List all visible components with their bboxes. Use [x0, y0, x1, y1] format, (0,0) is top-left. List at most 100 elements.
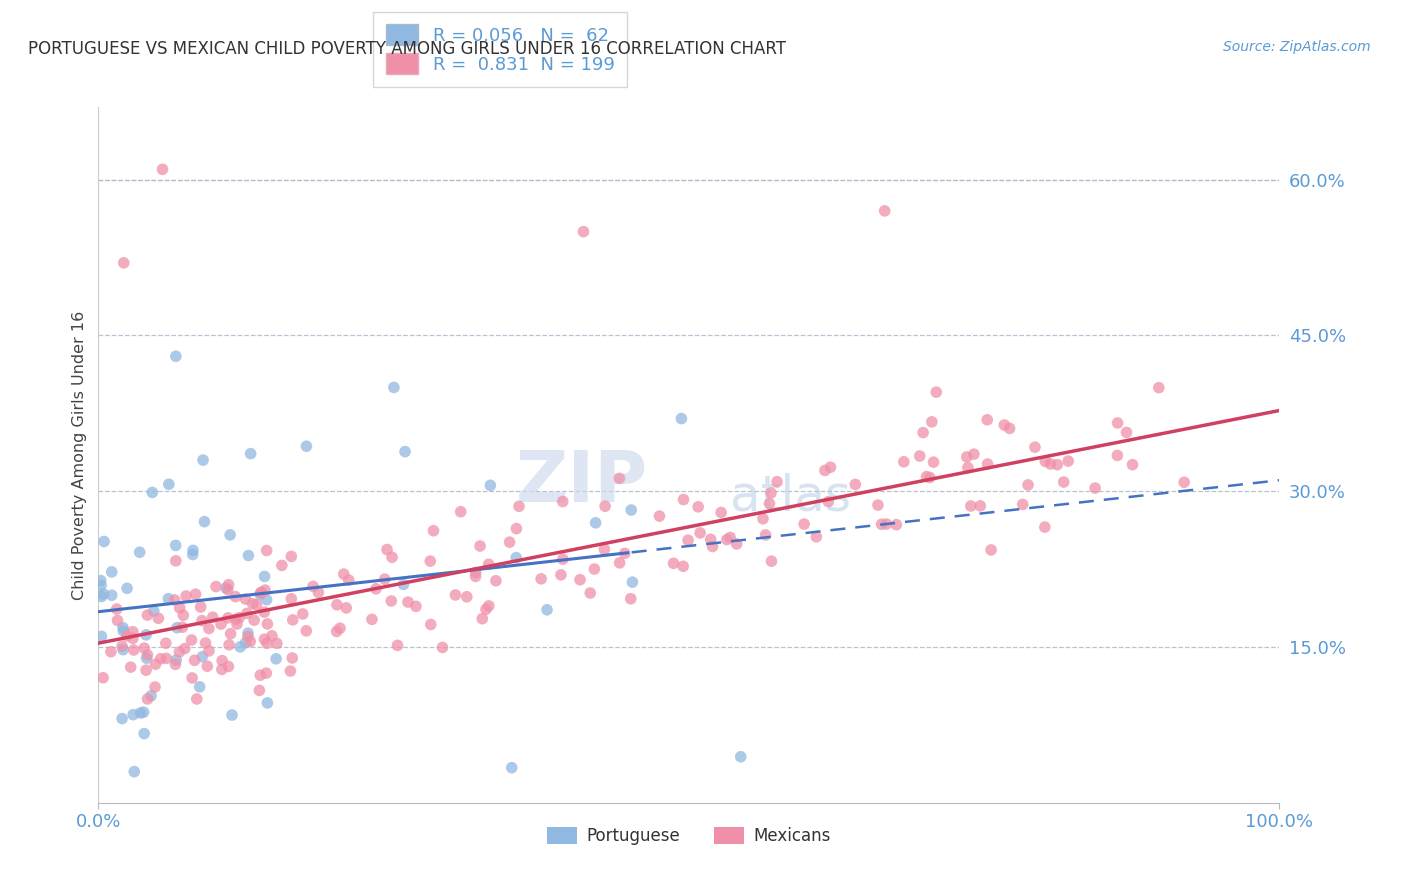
Point	[337, 573, 360, 587]
Point	[100, 645, 122, 659]
Point	[111, 621, 134, 635]
Point	[1039, 457, 1062, 471]
Point	[134, 726, 156, 740]
Point	[115, 629, 138, 643]
Point	[256, 543, 278, 558]
Point	[136, 648, 159, 662]
Point	[166, 621, 188, 635]
Point	[100, 588, 122, 602]
Point	[141, 485, 163, 500]
Point	[111, 712, 134, 726]
Point	[699, 533, 721, 547]
Point	[243, 613, 266, 627]
Point	[281, 651, 304, 665]
Point	[1033, 454, 1056, 468]
Point	[191, 649, 214, 664]
Point	[915, 469, 938, 483]
Point	[254, 583, 277, 598]
Point	[190, 599, 212, 614]
Point	[432, 640, 454, 655]
Point	[270, 558, 292, 573]
Point	[551, 494, 574, 508]
Point	[468, 539, 491, 553]
Point	[217, 659, 239, 673]
Point	[205, 580, 228, 594]
Point	[111, 640, 134, 654]
Point	[963, 447, 986, 461]
Point	[242, 597, 264, 611]
Point	[172, 608, 194, 623]
Point	[922, 455, 945, 469]
Point	[247, 683, 270, 698]
Point	[419, 554, 441, 568]
Point	[218, 578, 240, 592]
Point	[221, 708, 243, 723]
Point	[136, 608, 159, 623]
Point	[165, 653, 187, 667]
Point	[620, 591, 643, 606]
Point	[908, 449, 931, 463]
Point	[165, 657, 187, 672]
Point	[333, 567, 356, 582]
Point	[325, 624, 347, 639]
Legend: Portuguese, Mexicans: Portuguese, Mexicans	[538, 819, 839, 854]
Point	[245, 598, 267, 612]
Point	[256, 636, 278, 650]
Text: atlas: atlas	[730, 473, 852, 521]
Point	[672, 559, 695, 574]
Point	[766, 475, 789, 489]
Point	[148, 611, 170, 625]
Point	[165, 538, 187, 552]
Point	[444, 588, 467, 602]
Point	[875, 516, 897, 531]
Point	[1011, 497, 1033, 511]
Point	[193, 515, 215, 529]
Point	[215, 581, 238, 595]
Point	[530, 572, 553, 586]
Point	[195, 659, 218, 673]
Point	[256, 592, 278, 607]
Point	[870, 517, 893, 532]
Point	[194, 636, 217, 650]
Point	[1084, 481, 1107, 495]
Point	[239, 447, 262, 461]
Point	[211, 654, 233, 668]
Point	[921, 415, 943, 429]
Point	[912, 425, 935, 440]
Point	[90, 574, 112, 588]
Point	[260, 629, 283, 643]
Point	[725, 537, 748, 551]
Point	[198, 644, 221, 658]
Point	[364, 582, 387, 596]
Point	[613, 546, 636, 560]
Point	[998, 421, 1021, 435]
Point	[450, 505, 472, 519]
Point	[396, 595, 419, 609]
Point	[188, 680, 211, 694]
Point	[142, 604, 165, 618]
Point	[536, 603, 558, 617]
Point	[1121, 458, 1143, 472]
Point	[181, 548, 204, 562]
Point	[122, 632, 145, 646]
Point	[250, 585, 273, 599]
Point	[122, 707, 145, 722]
Point	[201, 610, 224, 624]
Point	[380, 594, 402, 608]
Point	[648, 509, 671, 524]
Point	[107, 614, 129, 628]
Point	[464, 569, 486, 583]
Point	[806, 530, 828, 544]
Point	[256, 616, 278, 631]
Point	[226, 617, 249, 632]
Point	[471, 612, 494, 626]
Point	[249, 586, 271, 600]
Point	[1057, 454, 1080, 468]
Point	[115, 582, 138, 596]
Point	[993, 417, 1015, 432]
Point	[256, 696, 278, 710]
Point	[295, 439, 318, 453]
Point	[157, 591, 180, 606]
Point	[918, 470, 941, 484]
Point	[925, 385, 948, 400]
